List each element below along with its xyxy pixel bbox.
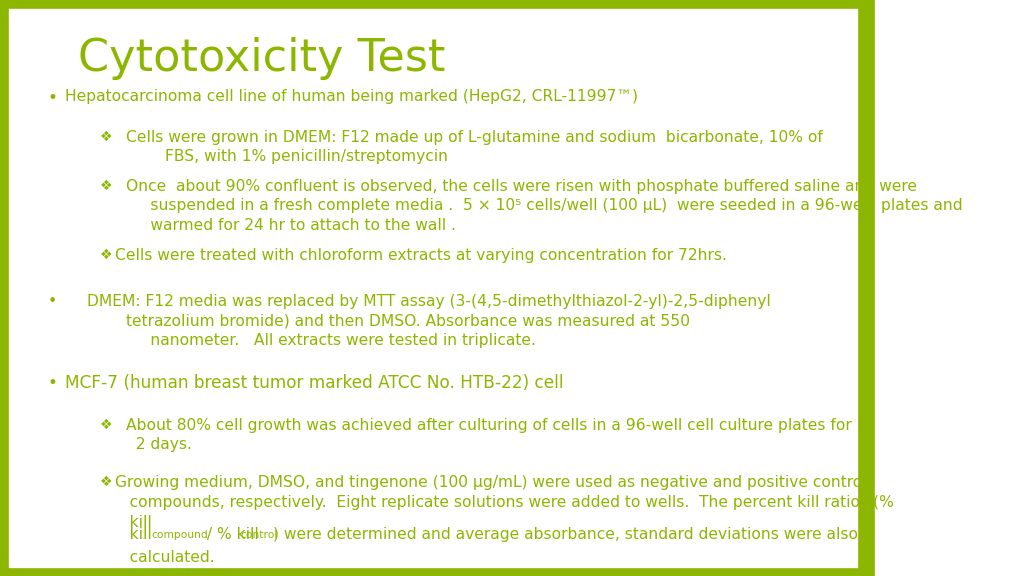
Text: ) were determined and average absorbance, standard deviations were also: ) were determined and average absorbance… (272, 527, 858, 542)
Text: control: control (241, 530, 279, 540)
Text: ❖: ❖ (99, 248, 113, 262)
Text: Growing medium, DMSO, and tingenone (100 μg/mL) were used as negative and positi: Growing medium, DMSO, and tingenone (100… (115, 475, 894, 530)
Text: •: • (48, 89, 57, 107)
Text: calculated.: calculated. (115, 550, 215, 565)
Text: / % kill: / % kill (202, 527, 258, 542)
Text: MCF-7 (human breast tumor marked ATCC No. HTB-22) cell: MCF-7 (human breast tumor marked ATCC No… (65, 374, 563, 392)
Text: ❖: ❖ (99, 418, 113, 431)
Text: Cells were grown in DMEM: F12 made up of L-glutamine and sodium  bicarbonate, 10: Cells were grown in DMEM: F12 made up of… (126, 130, 822, 164)
Text: Cytotoxicity Test: Cytotoxicity Test (78, 37, 445, 81)
Text: ❖: ❖ (99, 475, 113, 489)
Text: About 80% cell growth was achieved after culturing of cells in a 96-well cell cu: About 80% cell growth was achieved after… (126, 418, 851, 452)
Text: compound: compound (152, 530, 208, 540)
Text: Cells were treated with chloroform extracts at varying concentration for 72hrs.: Cells were treated with chloroform extra… (115, 248, 727, 263)
Text: Once  about 90% confluent is observed, the cells were risen with phosphate buffe: Once about 90% confluent is observed, th… (126, 179, 963, 233)
Text: •: • (48, 294, 57, 309)
Text: ❖: ❖ (99, 130, 113, 143)
Text: •: • (48, 374, 57, 392)
Text: kill: kill (115, 527, 152, 542)
Text: DMEM: F12 media was replaced by MTT assay (3-(4,5-dimethylthiazol-2-yl)-2,5-diph: DMEM: F12 media was replaced by MTT assa… (87, 294, 770, 348)
Text: ❖: ❖ (99, 179, 113, 192)
Text: Hepatocarcinoma cell line of human being marked (HepG2, CRL-11997™): Hepatocarcinoma cell line of human being… (65, 89, 638, 104)
